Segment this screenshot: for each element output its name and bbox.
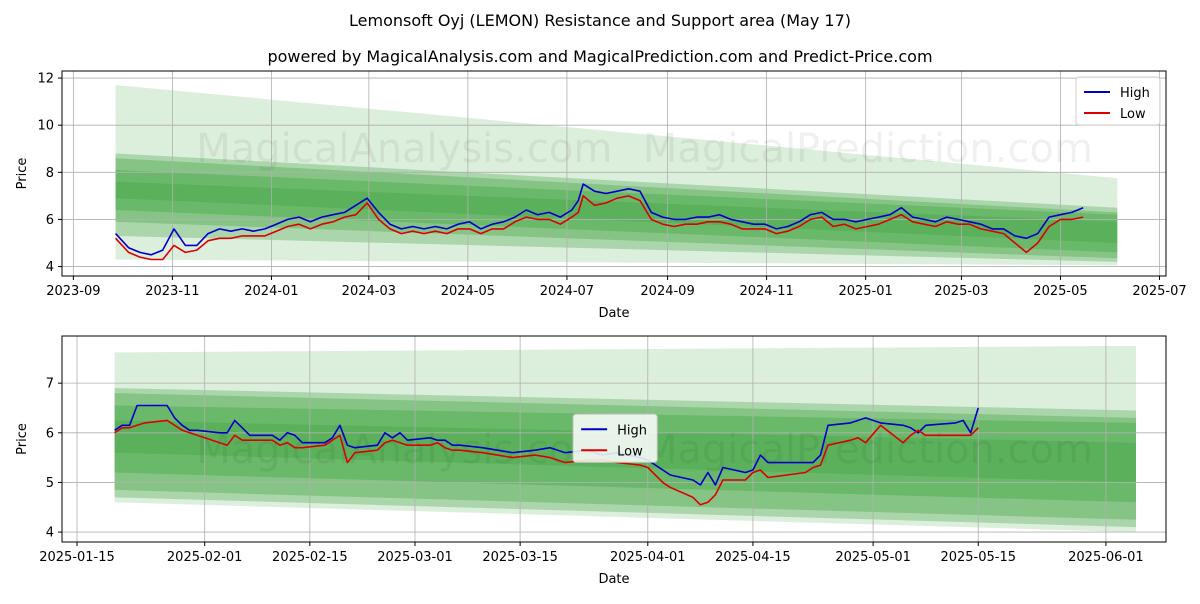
bottom-y-axis-label: Price <box>15 423 30 455</box>
bottom-watermark-right: MagicalPrediction.com <box>643 427 1093 473</box>
top-y-tick-label-4: 12 <box>37 72 54 87</box>
top-x-tick-label-10: 2025-05 <box>1033 284 1087 299</box>
top-watermark-right: MagicalPrediction.com <box>643 126 1093 172</box>
top-y-tick-label-2: 8 <box>46 166 54 181</box>
bottom-y-tick-label-2: 6 <box>46 426 54 441</box>
bottom-x-axis-label: Date <box>598 572 629 587</box>
top-x-tick-label-5: 2024-07 <box>540 284 594 299</box>
top-x-tick-label-7: 2024-11 <box>739 284 793 299</box>
top-legend-label-low: Low <box>1120 107 1146 122</box>
bottom-legend-label-high: High <box>617 423 647 438</box>
top-support-band-3 <box>115 158 1118 259</box>
bottom-chart-panel: MagicalAnalysis.com MagicalPrediction.com… <box>15 335 1167 587</box>
top-legend: High Low <box>1075 76 1161 126</box>
bottom-y-tick-label-3: 7 <box>46 377 54 392</box>
top-watermark-left: MagicalAnalysis.com <box>196 126 612 172</box>
bottom-plot-content: MagicalAnalysis.com MagicalPrediction.com <box>62 336 1166 542</box>
bottom-x-tick-label-6: 2025-04-15 <box>715 550 791 565</box>
bottom-y-tick-label-0: 4 <box>46 526 54 541</box>
bottom-watermark-left: MagicalAnalysis.com <box>196 427 612 473</box>
top-plot-frame <box>61 70 1167 277</box>
top-x-tick-label-4: 2024-05 <box>441 284 495 299</box>
top-x-tick-label-3: 2024-03 <box>342 284 396 299</box>
top-series-low-line <box>115 195 1084 261</box>
bottom-plot-frame <box>61 335 1167 543</box>
top-x-tick-label-0: 2023-09 <box>46 284 100 299</box>
top-support-band-4 <box>115 170 1118 253</box>
top-x-tick-label-6: 2024-09 <box>640 284 694 299</box>
bottom-x-tick-label-2: 2025-02-15 <box>272 550 348 565</box>
bottom-x-tick-label-1: 2025-02-01 <box>167 550 243 565</box>
bottom-x-tick-label-5: 2025-04-01 <box>610 550 686 565</box>
bottom-series-high-line <box>114 404 979 486</box>
top-support-band-5 <box>115 181 1118 243</box>
top-x-tick-label-8: 2025-01 <box>838 284 892 299</box>
bottom-x-tick-label-7: 2025-05-01 <box>835 550 911 565</box>
bottom-x-tick-label-3: 2025-03-01 <box>377 550 453 565</box>
bottom-series-low-line <box>114 419 979 506</box>
bottom-x-tick-label-9: 2025-06-01 <box>1068 550 1144 565</box>
top-x-tick-label-11: 2025-07 <box>1132 284 1186 299</box>
bottom-x-tick-label-0: 2025-01-15 <box>39 550 115 565</box>
top-support-band-2 <box>115 153 1118 262</box>
top-support-band-1 <box>115 85 1118 266</box>
top-x-tick-label-9: 2025-03 <box>934 284 988 299</box>
top-y-axis-label: Price <box>15 158 30 190</box>
bottom-y-tick-label-1: 5 <box>46 476 54 491</box>
top-x-axis-label: Date <box>598 306 629 321</box>
top-y-tick-label-3: 10 <box>37 119 54 134</box>
chart-subtitle: powered by MagicalAnalysis.com and Magic… <box>267 47 932 66</box>
top-x-tick-label-2: 2024-01 <box>244 284 298 299</box>
top-plot-area <box>62 71 1166 276</box>
top-x-tick-label-1: 2023-11 <box>145 284 199 299</box>
bottom-legend-label-low: Low <box>617 444 643 459</box>
bottom-x-tick-label-4: 2025-03-15 <box>482 550 558 565</box>
top-legend-label-high: High <box>1120 86 1150 101</box>
top-y-tick-label-0: 4 <box>46 260 54 275</box>
chart-title: Lemonsoft Oyj (LEMON) Resistance and Sup… <box>349 11 851 30</box>
top-plot-content: MagicalAnalysis.com MagicalPrediction.com <box>62 71 1166 276</box>
bottom-x-tick-label-8: 2025-05-15 <box>940 550 1016 565</box>
top-legend-box <box>1075 76 1161 126</box>
bottom-legend: High Low <box>572 413 658 463</box>
top-chart-panel: MagicalAnalysis.com MagicalPrediction.com… <box>15 70 1187 321</box>
top-y-tick-label-1: 6 <box>46 213 54 228</box>
top-series-high-line <box>115 183 1084 256</box>
